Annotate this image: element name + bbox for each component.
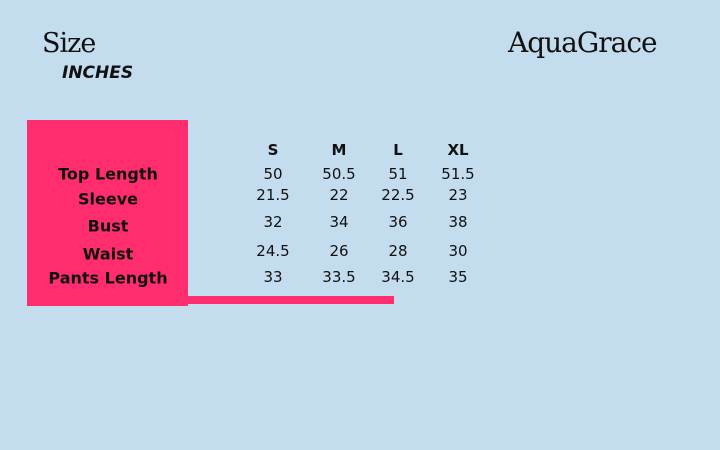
column-header: L xyxy=(393,141,403,159)
cell: 34 xyxy=(329,213,349,231)
cell: 26 xyxy=(329,242,349,260)
cell: 22 xyxy=(329,186,349,204)
cell: 32 xyxy=(263,213,283,231)
title: Size xyxy=(42,28,96,59)
row-label: Bust xyxy=(87,216,129,236)
column-header: S xyxy=(267,141,279,159)
label-panel xyxy=(27,120,188,306)
column-header: M xyxy=(331,141,347,159)
column-header: XL xyxy=(447,141,469,159)
cell: 50 xyxy=(263,165,283,183)
row-label: Waist xyxy=(82,244,134,264)
cell: 33.5 xyxy=(322,268,356,286)
cell: 38 xyxy=(448,213,468,231)
cell: 30 xyxy=(448,242,468,260)
cell: 51 xyxy=(388,165,408,183)
row-label: Sleeve xyxy=(78,189,138,209)
row-label: Top Length xyxy=(58,164,158,184)
cell: 50.5 xyxy=(322,165,356,183)
underline-bar xyxy=(188,296,394,304)
cell: 33 xyxy=(263,268,283,286)
cell: 34.5 xyxy=(381,268,415,286)
cell: 35 xyxy=(448,268,468,286)
cell: 22.5 xyxy=(381,186,415,204)
brand: AquaGrace xyxy=(508,26,658,59)
cell: 23 xyxy=(448,186,468,204)
cell: 21.5 xyxy=(256,186,290,204)
row-label: Pants Length xyxy=(48,268,168,288)
cell: 51.5 xyxy=(441,165,475,183)
cell: 24.5 xyxy=(256,242,290,260)
cell: 28 xyxy=(388,242,408,260)
cell: 36 xyxy=(388,213,408,231)
subtitle: INCHES xyxy=(62,63,134,83)
